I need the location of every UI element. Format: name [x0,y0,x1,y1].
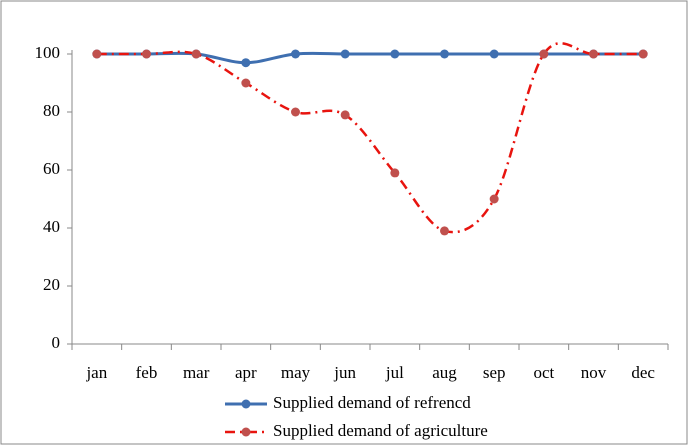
x-tick-label: nov [581,363,607,382]
data-point [489,194,499,204]
data-point [191,49,201,59]
data-point [340,110,350,120]
y-tick-label: 20 [43,275,60,294]
x-tick-label: feb [136,363,158,382]
data-point [589,49,598,59]
x-tick-label: oct [533,363,554,382]
x-tick-label: may [281,363,311,382]
data-point [539,49,549,59]
x-tick-label: jul [385,363,404,382]
data-point [390,168,400,178]
data-point [142,49,151,59]
x-tick-label: jan [85,363,107,382]
legend-label: Supplied demand of agriculture [273,421,488,440]
x-tick-label: dec [631,363,655,382]
data-point [291,107,300,117]
data-point [340,49,350,59]
data-point [440,226,449,236]
data-point [638,49,648,59]
x-tick-label: sep [483,363,506,382]
y-tick-label: 60 [43,159,60,178]
data-point [390,49,400,59]
data-point [489,49,499,59]
x-tick-label: apr [235,363,257,382]
x-tick-label: mar [183,363,210,382]
y-tick-label: 40 [43,217,60,236]
y-tick-label: 100 [35,43,61,62]
legend-marker [241,399,251,409]
data-point [440,49,449,59]
x-tick-label: jun [333,363,356,382]
legend-label: Supplied demand of refrencd [273,393,471,412]
data-point [92,49,102,59]
y-tick-label: 0 [52,333,61,352]
y-tick-label: 80 [43,101,60,120]
x-tick-label: aug [432,363,457,382]
data-point [291,49,300,59]
data-point [241,58,251,68]
legend-marker [241,427,251,437]
data-point [241,78,251,88]
